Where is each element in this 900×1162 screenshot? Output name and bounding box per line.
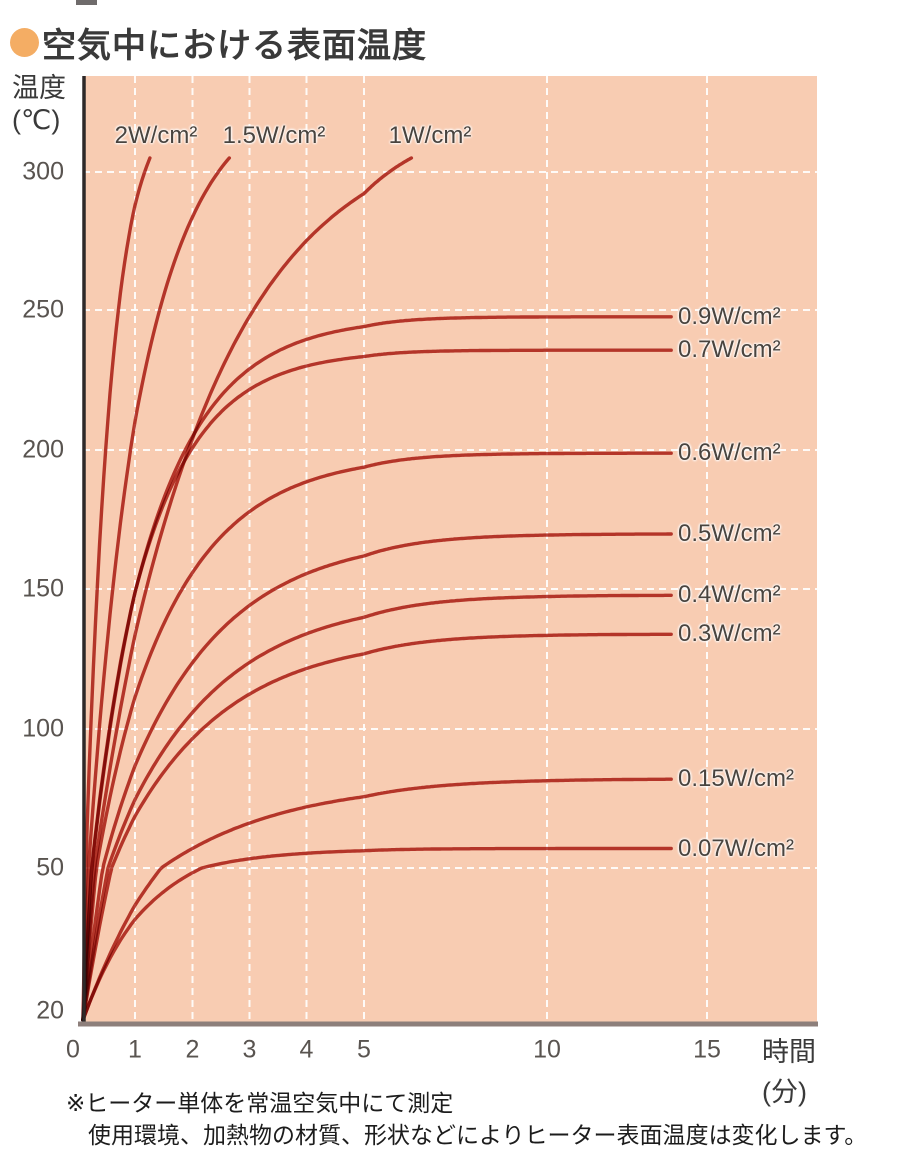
curve-05wcm [81,532,673,1022]
footnote-line1: ※ヒーター単体を常温空気中にて測定 [66,1090,454,1116]
y-axis-title-text: 温度 [12,73,66,103]
x-axis-title: 時間 (分) [762,1036,816,1108]
y-axis-unit: (℃) [12,105,61,135]
curve-1wcm [81,156,414,1022]
y-tick-200: 200 [22,435,64,464]
y-tick-300: 300 [22,157,64,186]
series-label-0.7: 0.7W/cm² [678,336,781,364]
x-tick-3: 3 [242,1035,257,1064]
series-label-0.6: 0.6W/cm² [678,439,781,467]
curve-2wcm [81,156,152,1022]
y-tick-100: 100 [22,714,64,743]
bullet-icon [10,28,39,57]
curve-06wcm [81,451,673,1022]
x-tick-0: 0 [66,1035,80,1064]
series-label-0.07: 0.07W/cm² [678,834,795,862]
series-label-2: 2W/cm² [114,122,198,149]
curve-04wcm [81,593,673,1022]
curve-015wcm [81,777,673,1022]
curve-09wcm [81,315,673,1022]
curve-03wcm [81,632,673,1022]
scan-artifact [76,0,97,5]
series-label-1.5: 1.5W/cm² [222,122,326,149]
curve-007wcm [81,846,673,1022]
series-label-0.15: 0.15W/cm² [678,765,795,793]
x-axis-unit: (分) [762,1077,807,1107]
x-tick-10: 10 [533,1035,561,1064]
x-tick-5: 5 [357,1035,371,1064]
y-tick-150: 150 [22,574,64,603]
x-tick-1: 1 [128,1035,142,1064]
x-tick-2: 2 [185,1035,200,1064]
series-label-0.4: 0.4W/cm² [678,581,781,609]
series-label-0.9: 0.9W/cm² [678,302,781,330]
x-tick-15: 15 [693,1035,721,1064]
footnote-line2: 使用環境、加熱物の材質、形状などによりヒーター表面温度は変化します。 [88,1122,868,1148]
y-axis-title: 温度 (℃) [12,72,66,136]
curve-07wcm [81,348,673,1022]
x-tick-4: 4 [299,1035,314,1064]
y-tick-50: 50 [36,853,64,882]
plot-area [83,76,817,1022]
x-axis-title-text: 時間 [762,1037,816,1067]
series-label-0.5: 0.5W/cm² [678,520,781,548]
y-tick-20: 20 [36,996,64,1025]
curve-15wcm [81,156,231,1022]
series-label-0.3: 0.3W/cm² [678,620,781,648]
series-label-1: 1W/cm² [388,122,472,149]
chart-header: 空気中における表面温度 [10,18,427,67]
y-tick-250: 250 [22,295,64,324]
page-title: 空気中における表面温度 [42,27,427,65]
